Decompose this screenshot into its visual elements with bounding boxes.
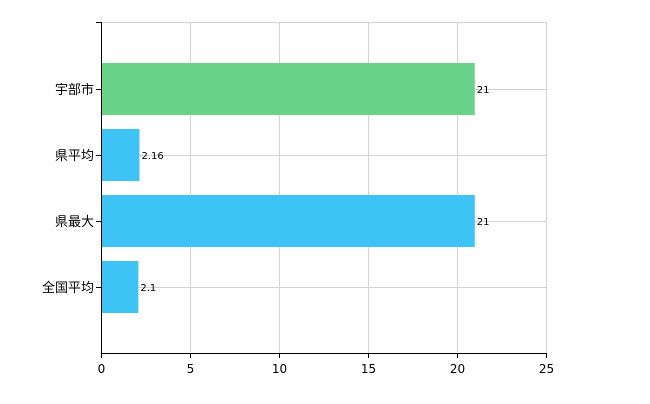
axes bbox=[96, 22, 547, 358]
x-tick-label-1: 5 bbox=[187, 362, 195, 376]
bar-3 bbox=[101, 261, 139, 313]
x-tick-label-0: 0 bbox=[98, 362, 106, 376]
data-label-3: 2.1 bbox=[140, 283, 156, 294]
x-tick-label-2: 10 bbox=[272, 362, 287, 376]
bar-2 bbox=[101, 195, 475, 247]
x-tick-label-5: 25 bbox=[539, 362, 554, 376]
bar-0 bbox=[101, 63, 475, 115]
data-label-1: 2.16 bbox=[141, 151, 163, 162]
category-label-3: 全国平均 bbox=[42, 280, 94, 296]
data-label-0: 21 bbox=[477, 85, 490, 96]
data-label-2: 21 bbox=[477, 217, 490, 228]
bars bbox=[101, 63, 475, 313]
x-tick-label-3: 15 bbox=[361, 362, 376, 376]
category-label-2: 県最大 bbox=[55, 215, 94, 230]
bar-1 bbox=[101, 129, 140, 181]
category-label-1: 県平均 bbox=[55, 149, 94, 164]
x-tick-label-4: 20 bbox=[450, 362, 465, 376]
category-label-0: 宇部市 bbox=[55, 82, 94, 98]
